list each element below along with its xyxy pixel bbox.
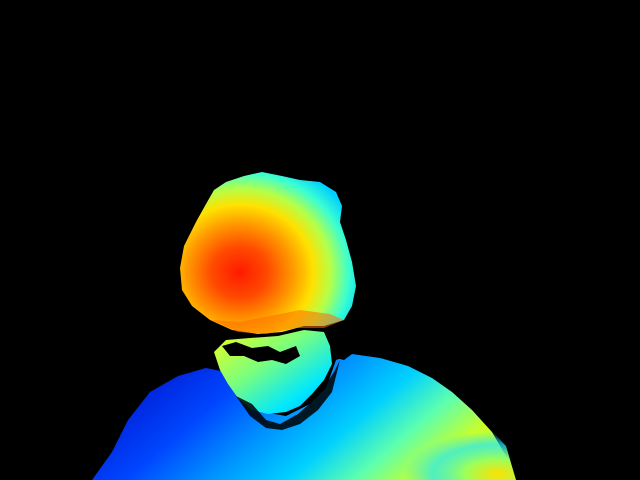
shadow-neck-right [334, 340, 352, 360]
right-shoulder-region [360, 408, 516, 480]
shadow-collar [236, 360, 340, 430]
head-region [180, 172, 356, 334]
head-cap-edge [212, 310, 344, 334]
shadow-glasses [222, 342, 300, 364]
